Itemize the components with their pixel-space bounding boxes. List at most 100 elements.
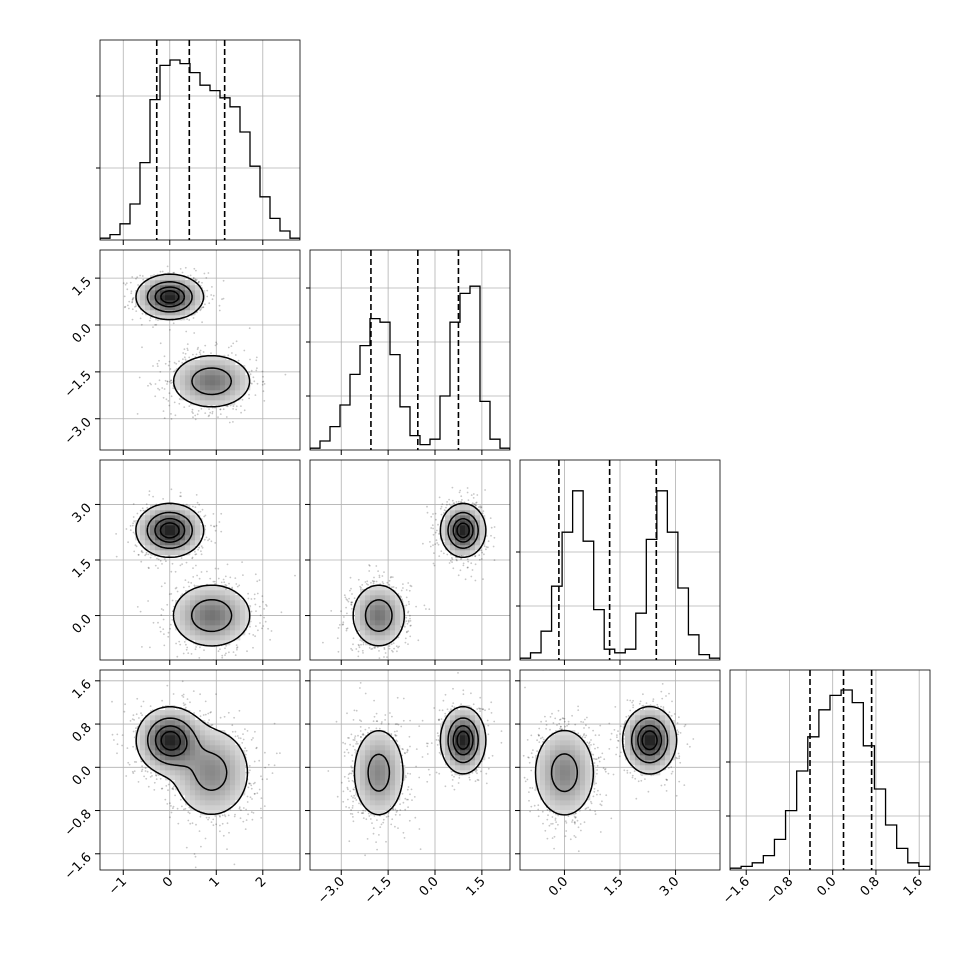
density-cell (450, 550, 456, 556)
scatter-point (392, 650, 394, 653)
scatter-point (163, 417, 166, 419)
scatter-point (228, 651, 230, 654)
density-cell (465, 525, 471, 531)
scatter-point (161, 270, 164, 273)
scatter-point (345, 598, 348, 600)
scatter-point (453, 502, 456, 505)
scatter-point (259, 622, 261, 624)
density-cell (450, 545, 456, 551)
scatter-point (175, 362, 178, 365)
density-cell (160, 300, 166, 306)
scatter-point (343, 616, 345, 618)
density-cell (185, 380, 191, 386)
scatter-point (159, 342, 162, 345)
density-cell (210, 615, 216, 621)
scatter-point (139, 610, 142, 613)
density-cell (190, 370, 196, 376)
density-cell (195, 305, 201, 311)
density-cell (180, 305, 186, 311)
density-cell (190, 595, 196, 601)
density-cell (245, 610, 251, 616)
scatter-point (358, 644, 360, 647)
scatter-point (149, 382, 152, 385)
scatter-point (173, 271, 176, 274)
density-cell (210, 640, 216, 646)
density-cell (150, 515, 156, 521)
scatter-point (209, 577, 212, 580)
density-cell (235, 630, 241, 636)
scatter-point (231, 672, 233, 674)
scatter-point (164, 362, 167, 365)
density-cell (220, 625, 226, 631)
density-cell (175, 285, 181, 291)
density-cell (220, 395, 226, 401)
density-cell (225, 615, 231, 621)
density-cell (180, 300, 186, 306)
scatter-point (194, 648, 197, 651)
scatter-point (404, 641, 407, 644)
density-cell (200, 605, 206, 611)
density-cell (180, 365, 186, 371)
density-cell (460, 530, 466, 536)
scatter-point (467, 560, 470, 563)
density-cell (475, 545, 481, 551)
density-cell (200, 635, 206, 641)
density-cell (225, 635, 231, 641)
scatter-point (490, 526, 493, 529)
density-cell (210, 360, 216, 366)
density-cell (230, 360, 236, 366)
density-cell (165, 505, 171, 511)
density-cell (200, 525, 206, 531)
scatter-point (407, 619, 410, 622)
scatter-point (405, 620, 408, 622)
scatter-point (467, 499, 470, 501)
density-cell (185, 395, 191, 401)
density-cell (230, 390, 236, 396)
density-cell (180, 515, 186, 521)
scatter-point (345, 606, 347, 609)
scatter-point (482, 510, 485, 512)
density-cell (220, 610, 226, 616)
density-cell (365, 615, 371, 621)
density-cell (205, 605, 211, 611)
scatter-point (155, 323, 158, 326)
scatter-point (144, 554, 147, 557)
density-cell (380, 620, 386, 626)
scatter-point (397, 646, 399, 649)
density-cell (195, 530, 201, 536)
density-cell (140, 525, 146, 531)
scatter-point (182, 586, 185, 589)
density-cell (175, 605, 181, 611)
contour-line (159, 522, 180, 539)
scatter-point (235, 583, 238, 585)
scatter-point (225, 416, 228, 418)
scatter-point (196, 413, 199, 416)
scatter-point (182, 358, 184, 361)
density-cell (215, 610, 221, 616)
scatter-point (122, 282, 125, 285)
scatter-point (131, 524, 134, 527)
scatter-point (168, 392, 171, 395)
scatter-point (252, 634, 255, 636)
density-cell (225, 385, 231, 391)
density-cell (440, 520, 446, 526)
contour-line (135, 273, 251, 408)
scatter-point (492, 545, 495, 548)
density-cell (185, 595, 191, 601)
scatter-point (357, 655, 360, 658)
scatter-point (348, 597, 350, 600)
density-cell (190, 630, 196, 636)
density-cell (380, 625, 386, 631)
scatter-point (196, 311, 198, 314)
scatter-point (400, 596, 402, 598)
density-cell (390, 615, 396, 621)
scatter-point (171, 599, 174, 602)
scatter-point (141, 551, 144, 554)
scatter-point (97, 290, 99, 292)
scatter-point (127, 307, 130, 310)
density-cell (455, 535, 461, 541)
density-cell (230, 610, 236, 616)
scatter-point (146, 506, 149, 509)
density-cell (235, 380, 241, 386)
density-cell (150, 310, 156, 316)
